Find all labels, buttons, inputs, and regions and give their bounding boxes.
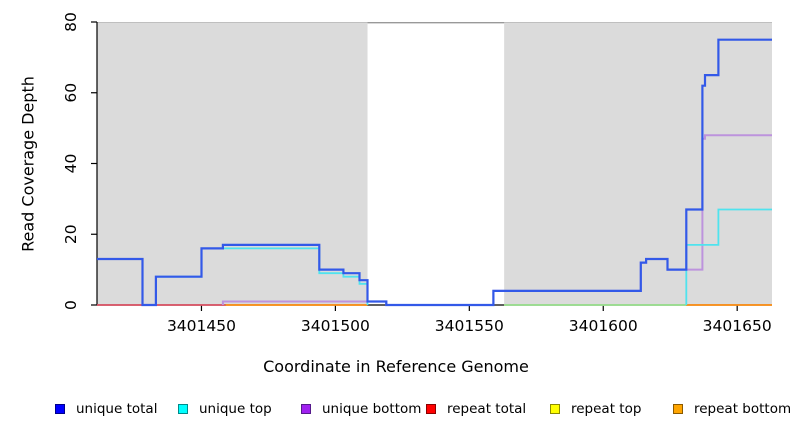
masked-region <box>367 22 505 305</box>
legend-label-unique_bottom: unique bottom <box>322 401 422 417</box>
y-tick-label: 80 <box>62 12 80 32</box>
legend-item-unique_bottom: unique bottom <box>301 399 421 419</box>
legend-swatch-unique_total <box>55 404 65 414</box>
x-axis-title: Coordinate in Reference Genome <box>263 357 529 376</box>
y-tick-label: 0 <box>62 300 80 310</box>
x-tick-label: 3401500 <box>301 317 370 335</box>
y-axis-title: Read Coverage Depth <box>18 76 38 252</box>
legend-swatch-unique_top <box>178 404 188 414</box>
legend-label-unique_top: unique top <box>199 401 272 417</box>
y-tick-label: 60 <box>62 83 80 103</box>
series-line-unique_total <box>97 38 772 307</box>
legend-swatch-repeat_top <box>550 404 560 414</box>
legend-item-unique_top: unique top <box>178 399 272 419</box>
x-tick-label: 3401600 <box>569 317 638 335</box>
chart-legend: unique total unique top unique bottom repea… <box>0 399 792 421</box>
y-tick-label: 20 <box>62 224 80 244</box>
legend-item-repeat_bottom: repeat bottom <box>673 399 791 419</box>
legend-label-repeat_total: repeat total <box>447 401 527 417</box>
legend-swatch-unique_bottom <box>301 404 311 414</box>
legend-swatch-repeat_total <box>426 404 436 414</box>
legend-swatch-repeat_bottom <box>673 404 683 414</box>
x-tick-label: 3401450 <box>167 317 236 335</box>
x-tick-label: 3401650 <box>703 317 772 335</box>
legend-label-repeat_top: repeat top <box>571 401 642 417</box>
legend-item-unique_total: unique total <box>55 399 157 419</box>
y-tick-label: 40 <box>62 154 80 174</box>
legend-item-repeat_total: repeat total <box>426 399 526 419</box>
legend-item-repeat_top: repeat top <box>550 399 641 419</box>
legend-label-repeat_bottom: repeat bottom <box>694 401 792 417</box>
legend-label-unique_total: unique total <box>76 401 158 417</box>
x-tick-label: 3401550 <box>435 317 504 335</box>
